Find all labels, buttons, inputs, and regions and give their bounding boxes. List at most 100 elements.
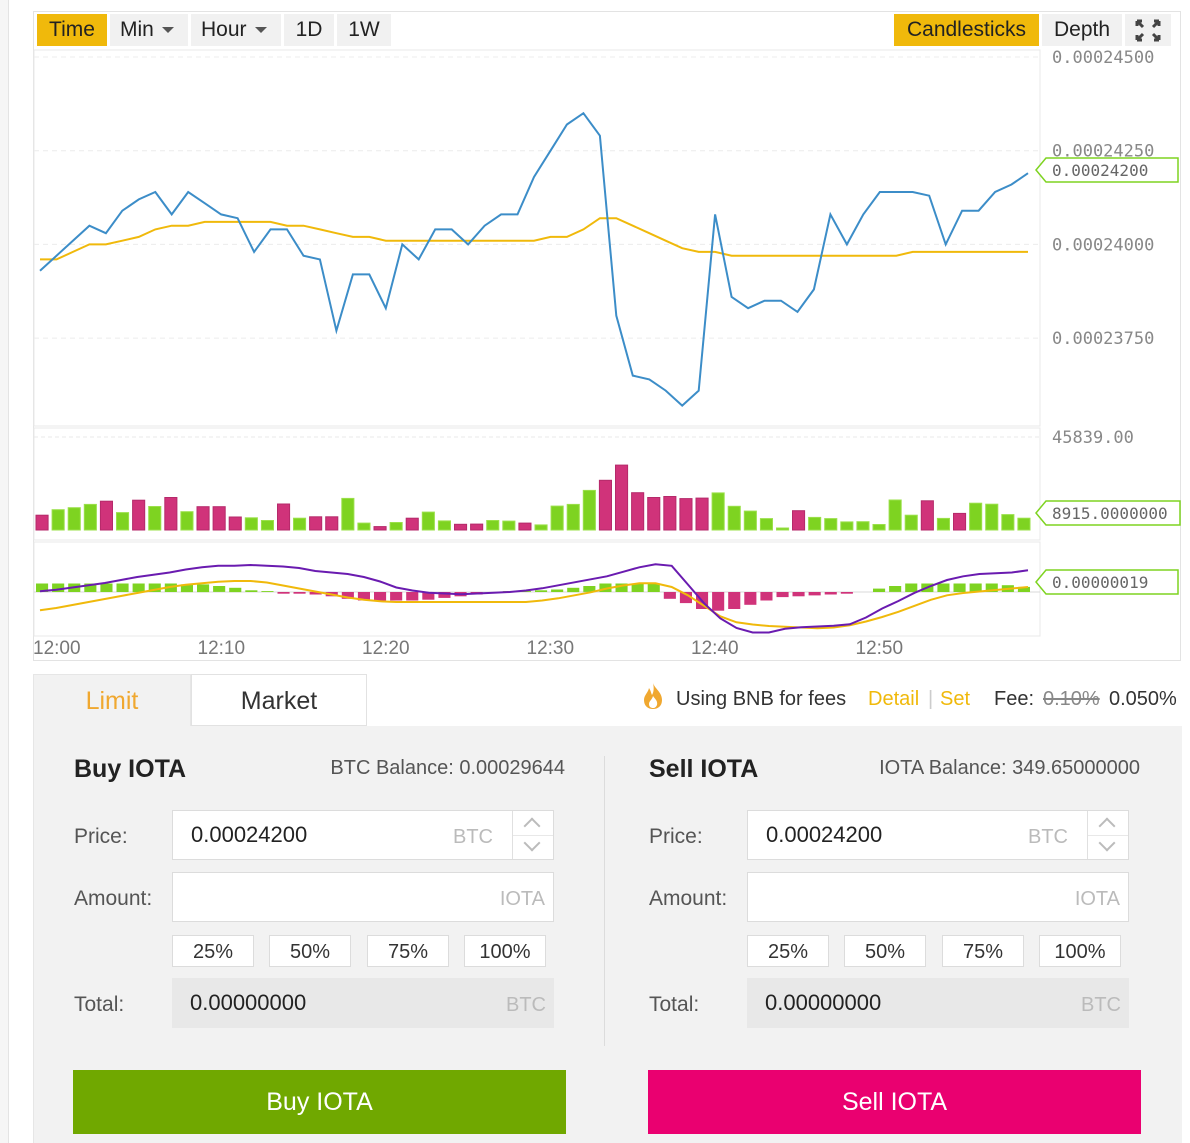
sell-pct-25[interactable]: 25% [747, 935, 829, 967]
macd-bar [937, 583, 950, 592]
macd-bar [728, 592, 741, 609]
volume-bar [35, 514, 49, 531]
sell-amount-input[interactable]: IOTA [747, 872, 1129, 922]
bnb-fee-text: Using BNB for fees [676, 688, 847, 710]
volume-bar [904, 514, 918, 531]
buy-price-unit: BTC [453, 826, 493, 848]
macd-bar [180, 584, 193, 593]
macd-bar [599, 583, 612, 592]
volume-bar [711, 492, 725, 531]
volume-bar [776, 527, 790, 531]
buy-price-decrement[interactable] [513, 834, 553, 859]
fee-old: 0.10% [1043, 688, 1100, 710]
volume-bar [309, 516, 323, 531]
volume-bar [260, 520, 274, 531]
macd-bar [776, 592, 789, 598]
macd-bar [969, 583, 982, 592]
detail-link[interactable]: Detail [868, 688, 920, 710]
tab-limit[interactable]: Limit [33, 674, 191, 726]
buy-pct-50[interactable]: 50% [269, 935, 351, 967]
candlesticks-button[interactable]: Candlesticks [894, 14, 1039, 46]
buy-title: Buy IOTA [74, 755, 187, 783]
min-dropdown[interactable]: Min [110, 14, 188, 46]
volume-bar [631, 492, 645, 531]
volume-bar [615, 464, 629, 531]
dif-line [39, 563, 1029, 634]
volume-bar [470, 523, 484, 531]
sell-total-unit: BTC [1081, 994, 1121, 1016]
volume-bar [244, 517, 258, 531]
macd-bars [36, 583, 1030, 611]
volume-bar [550, 505, 564, 531]
sell-price-label: Price: [649, 825, 703, 848]
buy-pct-25[interactable]: 25% [172, 935, 254, 967]
1w-button[interactable]: 1W [337, 14, 391, 46]
price-chart: 0.00024500 0.00024250 0.00024000 0.00023750… [33, 48, 1181, 659]
volume-bar [454, 523, 468, 531]
buy-pct-100[interactable]: 100% [464, 935, 546, 967]
time-axis-label: 12:50 [856, 638, 904, 659]
volume-bar [598, 479, 613, 531]
volume-bar [808, 516, 822, 531]
set-link[interactable]: Set [940, 688, 971, 710]
sell-button[interactable]: Sell IOTA [648, 1070, 1141, 1134]
sell-pct-50[interactable]: 50% [844, 935, 926, 967]
volume-bars [35, 464, 1031, 531]
1d-button[interactable]: 1D [284, 14, 334, 46]
buy-amount-input[interactable]: IOTA [172, 872, 554, 922]
chevron-up-icon [523, 817, 541, 835]
macd-bar [663, 592, 676, 599]
time-button[interactable]: Time [37, 14, 107, 46]
sell-price-decrement[interactable] [1088, 834, 1128, 859]
volume-bar [840, 521, 854, 531]
link-separator: | [928, 688, 934, 710]
macd-bar [760, 592, 773, 601]
macd-bar [808, 592, 821, 596]
volume-bar [727, 505, 741, 531]
macd-bar [438, 592, 451, 598]
macd-bar [744, 592, 757, 605]
volume-bar [679, 498, 693, 531]
sell-pct-100[interactable]: 100% [1039, 935, 1121, 967]
sell-price-stepper [1087, 811, 1128, 859]
volume-bar [228, 516, 242, 531]
volume-bar [357, 522, 371, 531]
price-axis-label: 0.00024500 [1052, 48, 1154, 68]
sell-price-input[interactable]: 0.00024200 BTC [747, 810, 1129, 860]
macd-bar [792, 592, 805, 597]
volume-bar [647, 497, 661, 531]
fullscreen-button[interactable] [1125, 14, 1171, 46]
hour-dropdown[interactable]: Hour [191, 14, 281, 46]
chevron-down-icon [523, 834, 541, 852]
macd-bar [567, 587, 580, 593]
volume-bar [180, 511, 194, 531]
volume-bar [518, 522, 532, 531]
buy-price-increment[interactable] [513, 811, 553, 836]
buy-price-input[interactable]: 0.00024200 BTC [172, 810, 554, 860]
volume-bar [116, 512, 130, 531]
volume-bar [582, 489, 596, 531]
time-axis-label: 12:00 [33, 638, 81, 659]
volume-bar [212, 506, 226, 531]
macd-bar [261, 591, 274, 592]
buy-button[interactable]: Buy IOTA [73, 1070, 566, 1134]
buy-pct-75[interactable]: 75% [367, 935, 449, 967]
chart-toolbar: Time Min Hour 1D 1W Candlesticks Depth [33, 11, 1181, 49]
volume-bar [293, 517, 307, 531]
time-axis-label: 12:40 [691, 638, 739, 659]
order-type-tabs: Limit Market [33, 674, 1181, 726]
macd-bar [197, 584, 210, 593]
sell-pct-75[interactable]: 75% [942, 935, 1024, 967]
macd-bar [52, 583, 65, 592]
tab-market[interactable]: Market [191, 674, 367, 726]
macd-bar [615, 583, 628, 592]
volume-bar [51, 509, 65, 531]
min-label: Min [120, 18, 154, 41]
macd-bar [889, 586, 902, 592]
hour-label: Hour [201, 18, 247, 41]
macd-bar [245, 590, 258, 592]
volume-bar [1017, 517, 1031, 531]
chevron-up-icon [1098, 817, 1116, 835]
sell-price-increment[interactable] [1088, 811, 1128, 836]
depth-button[interactable]: Depth [1042, 14, 1122, 46]
